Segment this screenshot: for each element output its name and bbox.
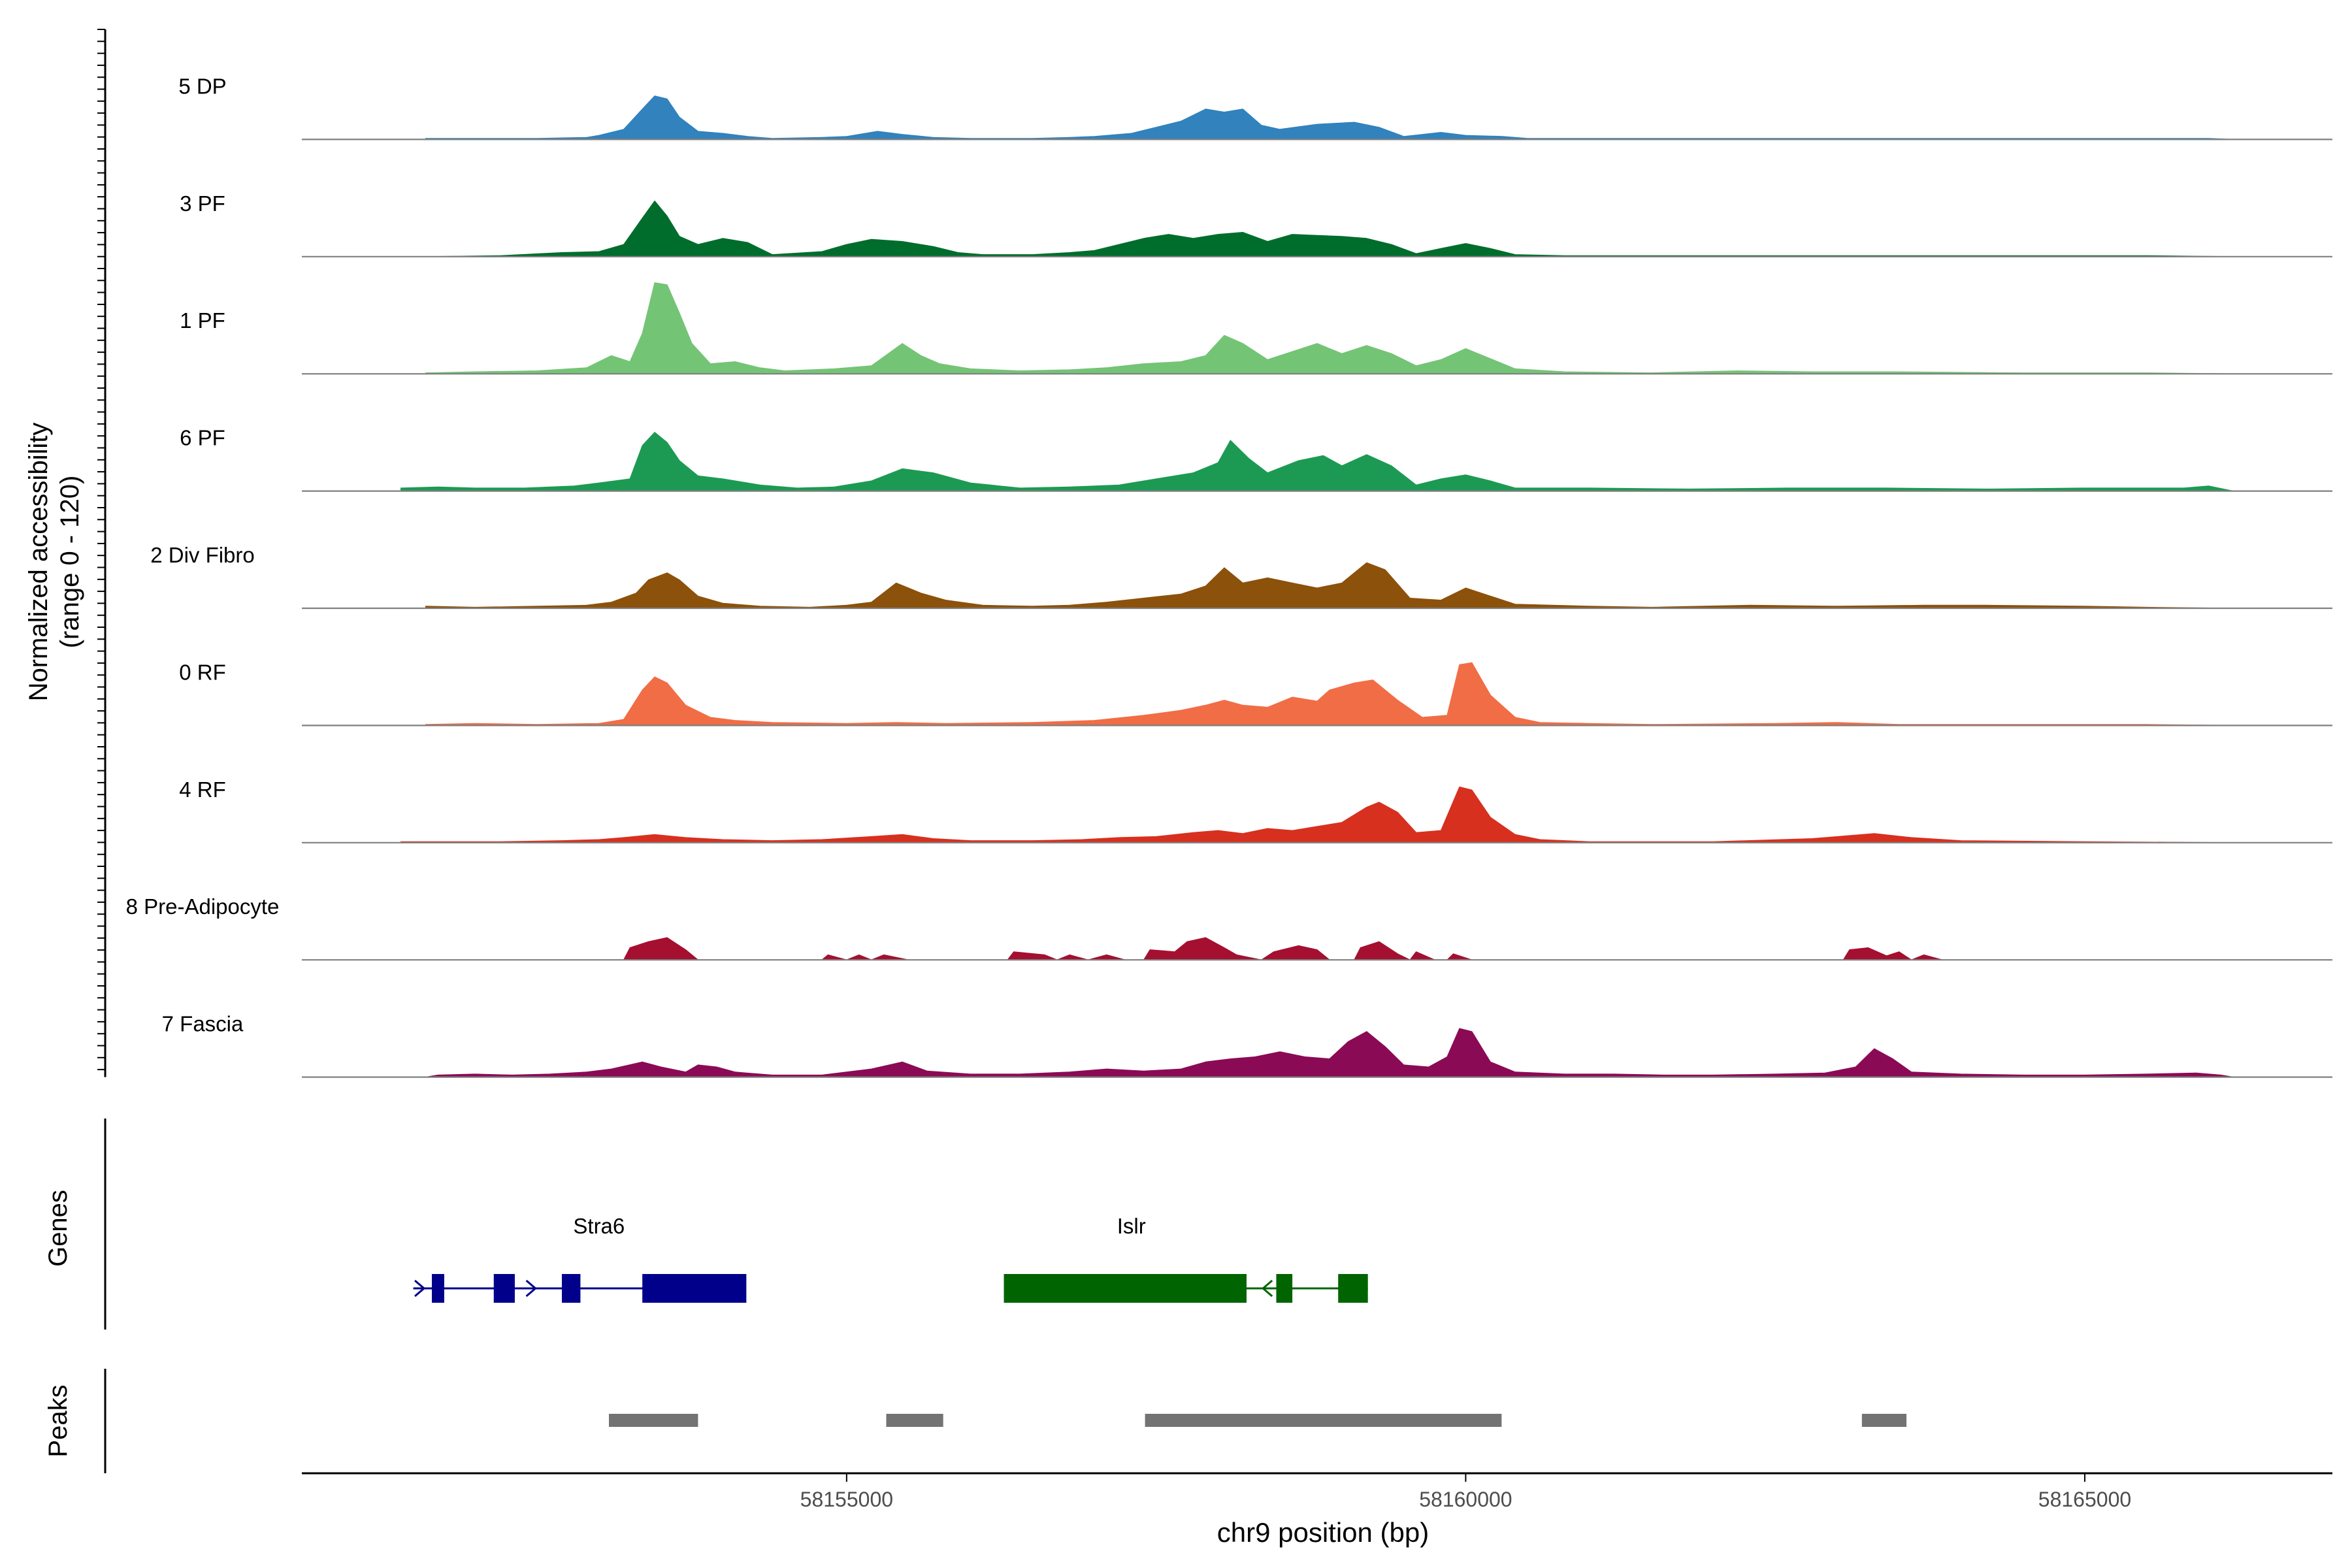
gene-exon-islr xyxy=(1004,1274,1247,1303)
track-area-1-pf xyxy=(425,282,2234,374)
track-area-6-pf xyxy=(400,432,2234,492)
x-tick-label: 58155000 xyxy=(800,1488,893,1511)
gene-exon-stra6 xyxy=(431,1274,444,1303)
track-area-7-fascia xyxy=(425,1028,2234,1078)
axes-layer: 58155000 58160000 58165000 xyxy=(97,29,2332,1511)
y-axis-label-line2: (range 0 - 120) xyxy=(56,476,84,649)
y-axis-label-line1: Normalized accessibility xyxy=(24,423,53,702)
gene-label-stra6: Stra6 xyxy=(573,1214,625,1238)
track-area-0-rf xyxy=(425,662,2234,726)
gene-strand-arrow-stra6 xyxy=(525,1279,537,1298)
gene-exon-stra6 xyxy=(642,1274,747,1303)
gene-strand-arrow-stra6 xyxy=(414,1279,426,1298)
genes-axis-label: Genes xyxy=(44,1190,73,1267)
track-area-4-rf xyxy=(400,786,2234,843)
track-label-7-fascia: 7 Fascia xyxy=(162,1012,244,1036)
gene-exon-islr xyxy=(1338,1274,1368,1303)
peaks-layer xyxy=(608,1414,1907,1427)
track-area-2-div-fibro xyxy=(425,562,2234,609)
peaks-axis-label: Peaks xyxy=(44,1384,73,1457)
track-area-5-dp xyxy=(425,95,2234,140)
peak-bar xyxy=(886,1414,943,1427)
gene-label-islr: Islr xyxy=(1117,1214,1146,1238)
track-label-3-pf: 3 PF xyxy=(180,191,225,216)
track-label-5-dp: 5 DP xyxy=(178,74,226,98)
gene-strand-arrow-islr xyxy=(1261,1279,1273,1298)
track-label-2-div-fibro: 2 Div Fibro xyxy=(150,543,255,567)
peak-bar xyxy=(608,1414,698,1427)
track-area-8-pre-adipocyte xyxy=(623,937,1943,960)
track-label-8-pre-adipocyte: 8 Pre-Adipocyte xyxy=(126,894,280,919)
track-label-6-pf: 6 PF xyxy=(180,426,225,450)
gene-exon-islr xyxy=(1276,1274,1293,1303)
x-tick-label: 58160000 xyxy=(1419,1488,1512,1511)
gene-exon-stra6 xyxy=(493,1274,515,1303)
peak-bar xyxy=(1861,1414,1907,1427)
track-area-3-pf xyxy=(425,201,2234,257)
track-label-1-pf: 1 PF xyxy=(180,308,225,333)
genes-layer: Stra6 Islr xyxy=(413,1214,1368,1303)
track-label-0-rf: 0 RF xyxy=(179,660,226,684)
peak-bar xyxy=(1145,1414,1502,1427)
gene-exon-stra6 xyxy=(561,1274,581,1303)
x-axis-title: chr9 position (bp) xyxy=(1217,1517,1429,1548)
track-label-4-rf: 4 RF xyxy=(179,777,226,802)
x-tick-label: 58165000 xyxy=(2038,1488,2131,1511)
tracks-layer: 5 DP 3 PF 1 PF 6 PF 2 Div Fibro 0 RF 4 RF 8 Pre… xyxy=(126,74,2332,1078)
